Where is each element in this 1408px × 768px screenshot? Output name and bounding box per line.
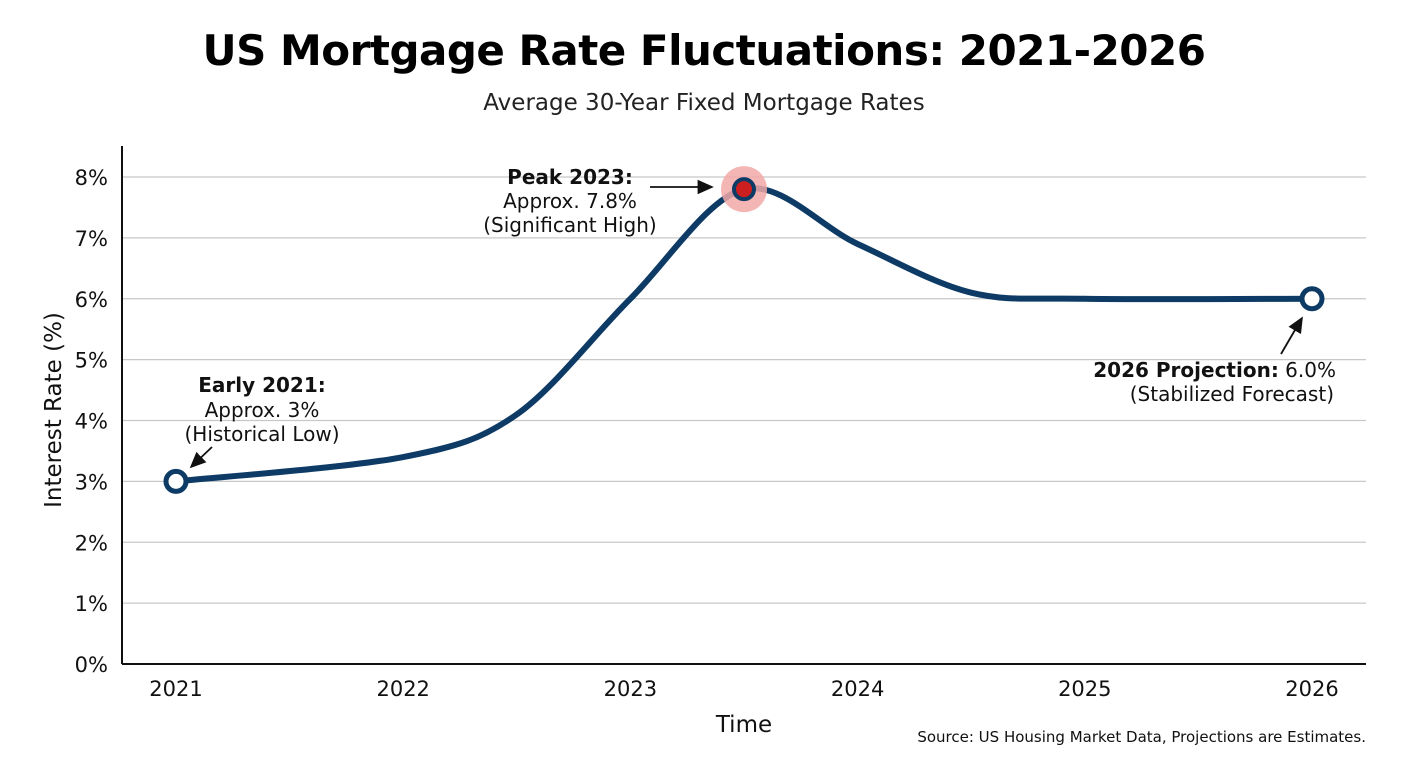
source-note: Source: US Housing Market Data, Projecti… [917,728,1366,746]
y-tick-label: 2% [75,531,108,555]
x-tick-label: 2022 [376,677,429,701]
chart-title: US Mortgage Rate Fluctuations: 2021-2026 [202,26,1206,75]
y-tick-label: 0% [75,653,108,677]
x-tick-label: 2025 [1058,677,1111,701]
x-tick-label: 2026 [1285,677,1338,701]
y-tick-label: 7% [75,227,108,251]
annotation-text: Peak 2023: [507,165,633,189]
y-tick-label: 4% [75,410,108,434]
y-tick-label: 3% [75,470,108,494]
annotation-arrow [1280,316,1303,355]
annotation-early-2021-line: Approx. 3% [205,398,320,422]
y-tick-label: 8% [75,166,108,190]
y-axis-title: Interest Rate (%) [41,312,67,508]
annotation-text: Early 2021: [198,373,326,397]
y-tick-label: 5% [75,349,108,373]
annotation-text: Approx. 3% [205,398,320,422]
data-point [1299,286,1325,312]
annotations: Early 2021:Approx. 3%(Historical Low) Pea… [184,165,1336,469]
annotation-2026-line: (Stabilized Forecast) [1130,382,1334,406]
annotation-text: (Significant High) [483,213,656,237]
annotation-peak-title: Peak 2023: [507,165,633,189]
series-line [173,185,1315,485]
annotation-arrow [189,446,213,469]
data-point [163,468,189,494]
annotation-peak-line: (Significant High) [483,213,656,237]
x-axis-title: Time [715,712,772,738]
annotation-text: Approx. 7.8% [503,189,637,213]
x-tick-label: 2021 [149,677,202,701]
x-tick-label: 2023 [604,677,657,701]
y-tick-label: 1% [75,592,108,616]
annotation-early-2021-line: (Historical Low) [184,422,339,446]
series-layer [163,166,1325,494]
annotation-text: (Historical Low) [184,422,339,446]
annotation-early-2021-title: Early 2021: [198,373,326,397]
annotation-peak-line: Approx. 7.8% [503,189,637,213]
peak-point [732,177,756,202]
x-tick-label: 2024 [831,677,884,701]
chart-subtitle: Average 30-Year Fixed Mortgage Rates [483,90,925,116]
axes: 0% 1% 2% 3% 4% 5% 6% 7% 8% 2021 2022 2023 2024 2025 20… [41,146,1366,738]
annotation-text: 2026 Projection: [1093,358,1279,382]
annotation-text: (Stabilized Forecast) [1130,382,1334,406]
annotation-2026-title: 2026 Projection: 6.0% [1093,358,1336,382]
y-tick-label: 6% [75,288,108,312]
annotation-text: 6.0% [1279,358,1336,382]
